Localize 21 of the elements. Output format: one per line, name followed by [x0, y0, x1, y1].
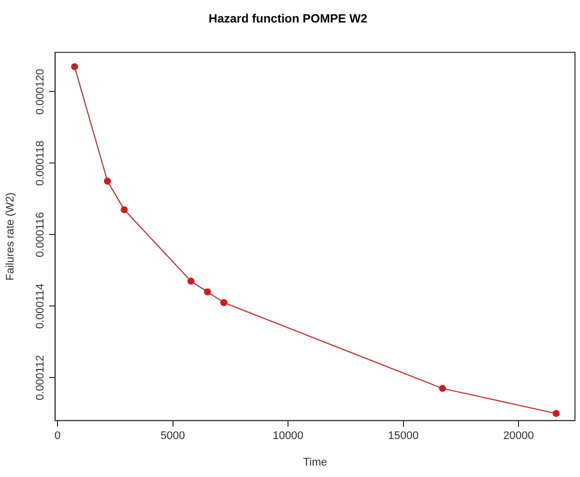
point [187, 278, 194, 285]
chart-title: Hazard function POMPE W2 [208, 12, 368, 26]
y-tick-label: 0.000120 [34, 68, 47, 115]
point [120, 206, 128, 214]
point [439, 384, 446, 392]
x-tick-label: 0 [54, 430, 61, 442]
x-tick-label: 5000 [160, 430, 185, 442]
point [71, 63, 78, 70]
x-tick-label: 20000 [503, 430, 534, 442]
y-tick-label: 0.000116 [34, 212, 47, 258]
point [104, 178, 111, 185]
y-tick-label: 0.000118 [34, 140, 47, 186]
x-tick-label: 15000 [388, 430, 419, 442]
x-axis-title: Time [303, 456, 328, 468]
x-tick-label: 10000 [272, 430, 304, 442]
point [552, 410, 560, 417]
y-axis-title: Failures rate (W2) [4, 192, 17, 281]
point [204, 288, 211, 296]
y-tick-label: 0.000114 [34, 284, 47, 329]
y-tick-label: 0.000112 [34, 355, 47, 400]
point [220, 299, 228, 306]
